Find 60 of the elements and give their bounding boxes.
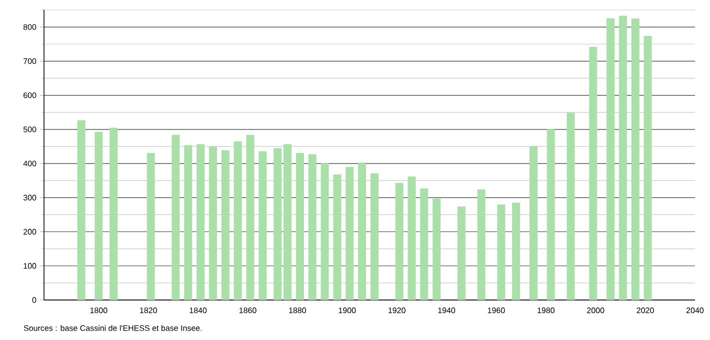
bar — [110, 128, 118, 300]
bar — [618, 16, 627, 300]
bar — [221, 150, 230, 300]
x-tick-label: 2000 — [587, 308, 604, 314]
bar — [589, 46, 598, 300]
bar — [184, 145, 192, 300]
bar — [208, 146, 217, 300]
source-note: Sources : base Cassini de l'EHESS et base Insee. — [24, 325, 202, 331]
y-tick-label: 800 — [23, 24, 36, 30]
x-tick-label: 1940 — [438, 308, 456, 314]
bar — [172, 134, 180, 300]
bar — [234, 141, 242, 300]
bar — [370, 173, 378, 300]
bar — [546, 129, 555, 300]
x-tick-label: 1900 — [338, 308, 356, 314]
y-tick-label: 300 — [23, 194, 36, 200]
bar — [258, 151, 267, 300]
bar — [77, 120, 86, 300]
bar — [284, 144, 292, 300]
bar — [246, 134, 254, 300]
bar — [308, 154, 316, 300]
y-tick-label: 200 — [24, 228, 36, 235]
bar — [296, 152, 304, 300]
bar — [566, 112, 575, 300]
bar — [457, 206, 466, 300]
bar — [512, 202, 520, 300]
x-tick-label: 1860 — [239, 308, 256, 314]
y-tick-label: 700 — [24, 58, 36, 64]
bar — [196, 144, 205, 300]
bar — [529, 146, 538, 300]
bar — [320, 163, 329, 300]
y-tick-label: 400 — [23, 160, 36, 166]
bar — [274, 148, 282, 300]
bar — [631, 18, 640, 300]
x-tick-label: 2020 — [636, 308, 654, 314]
bar — [408, 176, 416, 300]
bar — [477, 189, 486, 300]
x-tick-label: 1980 — [538, 308, 554, 314]
bar — [358, 162, 366, 300]
bar — [497, 204, 506, 300]
bar — [94, 132, 103, 300]
x-tick-label: 1880 — [289, 308, 306, 314]
y-tick-label: 600 — [24, 92, 36, 98]
y-tick-label: 100 — [24, 263, 36, 269]
y-tick-label: 0 — [32, 297, 36, 303]
x-tick-label: 2040 — [686, 308, 704, 314]
bar — [432, 198, 441, 300]
bar — [420, 188, 428, 300]
bar — [644, 36, 652, 300]
x-tick-label: 1920 — [388, 308, 406, 314]
x-tick-label: 1840 — [190, 308, 207, 314]
bar — [606, 18, 615, 300]
x-tick-label: 1800 — [90, 308, 108, 314]
y-tick-label: 500 — [23, 126, 36, 132]
bar — [395, 182, 404, 300]
x-tick-label: 1820 — [140, 308, 157, 314]
bar — [346, 166, 354, 300]
x-tick-label: 1960 — [488, 308, 505, 314]
bar — [333, 174, 342, 300]
bar — [146, 152, 155, 300]
